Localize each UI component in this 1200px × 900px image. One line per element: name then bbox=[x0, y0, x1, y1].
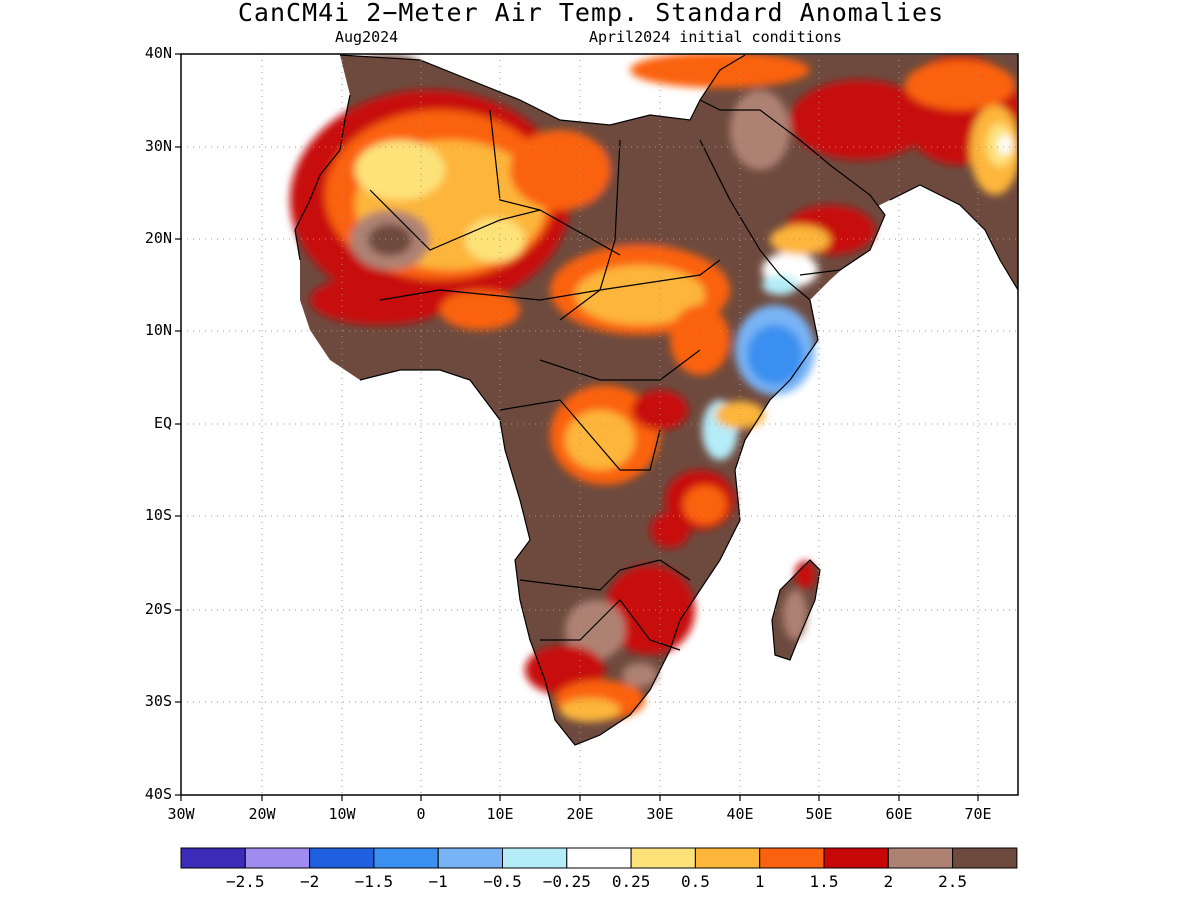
x-tick-label: 30E bbox=[646, 805, 674, 823]
colorbar-swatch bbox=[952, 847, 1018, 869]
y-tick-label: 10N bbox=[144, 321, 172, 339]
y-tick-label: 30S bbox=[144, 692, 172, 710]
colorbar-swatch bbox=[694, 847, 761, 869]
colorbar-label: 1 bbox=[754, 872, 765, 891]
x-tick-label: 60E bbox=[885, 805, 913, 823]
colorbar-swatch bbox=[373, 847, 439, 869]
y-tick-label: 30N bbox=[144, 137, 172, 155]
chart-title: CanCM4i 2−Meter Air Temp. Standard Anoma… bbox=[237, 0, 945, 27]
colorbar-swatch bbox=[566, 847, 632, 869]
coastlines bbox=[294, 54, 1018, 746]
x-tick-label: 10E bbox=[486, 805, 514, 823]
colorbar-swatch bbox=[244, 847, 311, 869]
x-tick-label: 40E bbox=[726, 805, 754, 823]
colorbar-swatch bbox=[502, 847, 568, 869]
colorbar-swatch bbox=[823, 847, 889, 869]
colorbar-label: −1.5 bbox=[354, 872, 394, 891]
colorbar-label: 2 bbox=[883, 872, 894, 891]
initial-conditions: April2024 initial conditions bbox=[589, 28, 842, 46]
y-tick-label: 20S bbox=[144, 600, 172, 618]
colorbar-swatch bbox=[180, 847, 246, 869]
y-tick-label: 40S bbox=[144, 785, 172, 803]
colorbar-swatch bbox=[309, 847, 375, 869]
colorbar-label: −0.25 bbox=[542, 872, 591, 891]
colorbar bbox=[180, 847, 1018, 869]
y-tick-label: 20N bbox=[144, 229, 172, 247]
colorbar-swatch bbox=[887, 847, 954, 869]
x-tick-label: 10W bbox=[328, 805, 356, 823]
colorbar-label: −2.5 bbox=[226, 872, 265, 891]
y-tick-label: 40N bbox=[144, 44, 172, 62]
colorbar-label: −2 bbox=[299, 872, 320, 891]
x-tick-label: 20E bbox=[566, 805, 594, 823]
colorbar-swatch bbox=[759, 847, 825, 869]
colorbar-label: −0.5 bbox=[483, 872, 522, 891]
x-tick-label: 30W bbox=[167, 805, 195, 823]
y-tick-label: 10S bbox=[144, 506, 172, 524]
x-tick-label: 20W bbox=[248, 805, 276, 823]
tick-marks bbox=[175, 53, 979, 801]
colorbar-label: 1.5 bbox=[809, 872, 839, 891]
x-tick-label: 50E bbox=[805, 805, 833, 823]
colorbar-swatch bbox=[630, 847, 696, 869]
y-tick-label: EQ bbox=[153, 414, 172, 432]
forecast-month: Aug2024 bbox=[335, 28, 399, 46]
x-tick-label: 0 bbox=[416, 805, 426, 823]
x-tick-label: 70E bbox=[964, 805, 992, 823]
anomaly-field bbox=[290, 54, 1018, 746]
colorbar-label: 0.5 bbox=[680, 872, 710, 891]
colorbar-label: −1 bbox=[428, 872, 448, 891]
colorbar-label: 2.5 bbox=[938, 872, 968, 891]
colorbar-label: 0.25 bbox=[611, 872, 651, 891]
colorbar-swatch bbox=[437, 847, 504, 869]
